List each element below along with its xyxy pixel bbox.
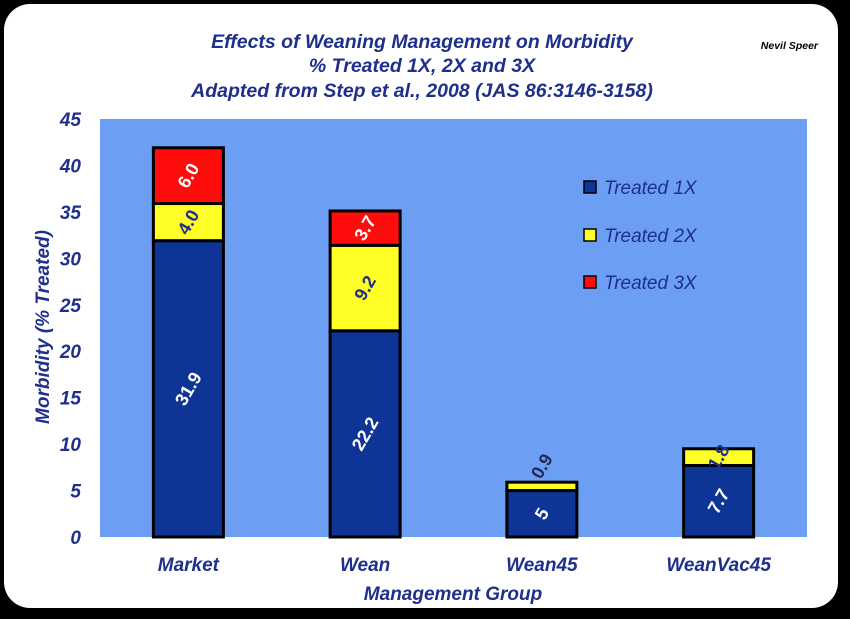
x-category-label: WeanVac45 — [666, 555, 771, 576]
x-category-label: Wean45 — [506, 555, 578, 576]
chart-title-line-1: Effects of Weaning Management on Morbidi… — [211, 31, 634, 53]
bar-segment-1x — [505, 489, 579, 539]
bar-segment-1x — [682, 463, 756, 539]
bar-segment-2x — [151, 202, 225, 243]
bar-segment-3x — [328, 209, 402, 247]
legend-swatch — [583, 275, 597, 289]
legend: Treated 1X Treated 2X Treated 3X — [583, 178, 698, 294]
x-axis-categories: Market Wean Wean45 WeanVac45 — [158, 555, 772, 576]
legend-swatch — [583, 180, 597, 194]
chart-title-line-3: Adapted from Step et al., 2008 (JAS 86:3… — [190, 80, 653, 102]
legend-label: Treated 3X — [604, 273, 698, 294]
x-category-label: Wean — [340, 555, 390, 576]
bar-segment-2x — [328, 243, 402, 333]
y-tick-label: 35 — [60, 203, 82, 224]
y-tick-label: 40 — [59, 156, 82, 177]
legend-swatch — [583, 228, 597, 242]
bar-segment-2x — [505, 480, 579, 493]
bars — [151, 146, 756, 539]
x-category-label: Market — [158, 555, 220, 576]
y-tick-label: 30 — [60, 249, 82, 270]
bar-segment-2x — [682, 447, 756, 467]
bar-segment-3x — [151, 146, 225, 206]
y-tick-label: 0 — [70, 528, 81, 549]
y-tick-label: 25 — [59, 296, 82, 317]
y-tick-label: 45 — [59, 110, 82, 131]
y-tick-label: 5 — [70, 482, 81, 503]
y-tick-label: 15 — [60, 389, 82, 410]
y-axis-title: Morbidity (% Treated) — [33, 230, 54, 424]
y-axis-ticks: 0 5 10 15 20 25 30 35 40 45 — [59, 110, 82, 549]
legend-label: Treated 2X — [604, 226, 698, 247]
y-tick-label: 20 — [59, 342, 82, 363]
y-tick-label: 10 — [60, 435, 82, 456]
legend-label: Treated 1X — [604, 178, 698, 199]
author-credit: Nevil Speer — [761, 40, 819, 52]
bar-segment-1x — [151, 239, 225, 539]
chart-title-line-2: % Treated 1X, 2X and 3X — [309, 55, 536, 77]
x-axis-title: Management Group — [364, 584, 542, 605]
